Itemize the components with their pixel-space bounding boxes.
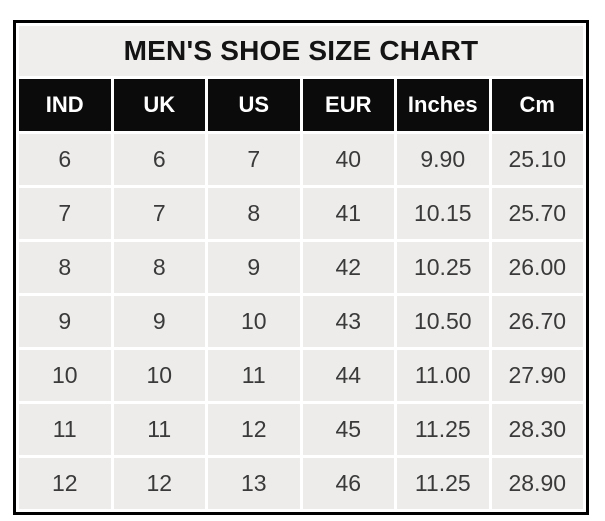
cell-cm: 25.70: [491, 188, 583, 239]
cell-ind: 8: [19, 242, 111, 293]
cell-us: 9: [208, 242, 300, 293]
cell-cm: 26.00: [491, 242, 583, 293]
cell-ind: 11: [19, 404, 111, 455]
chart-title: MEN'S SHOE SIZE CHART: [19, 26, 583, 76]
cell-us: 10: [208, 296, 300, 347]
column-header-ind: IND: [19, 79, 111, 131]
cell-ind: 12: [19, 458, 111, 509]
cell-uk: 10: [113, 350, 205, 401]
cell-eur: 43: [302, 296, 394, 347]
shoe-size-chart: MEN'S SHOE SIZE CHART IND UK US EUR Inch…: [13, 20, 589, 515]
cell-inches: 11.25: [397, 404, 489, 455]
cell-us: 11: [208, 350, 300, 401]
cell-us: 12: [208, 404, 300, 455]
cell-inches: 10.25: [397, 242, 489, 293]
cell-uk: 6: [113, 134, 205, 185]
cell-us: 13: [208, 458, 300, 509]
table-row: 12 12 13 46 11.25 28.90: [19, 458, 583, 509]
cell-uk: 11: [113, 404, 205, 455]
cell-inches: 11.25: [397, 458, 489, 509]
cell-us: 7: [208, 134, 300, 185]
cell-eur: 44: [302, 350, 394, 401]
cell-cm: 28.90: [491, 458, 583, 509]
cell-uk: 12: [113, 458, 205, 509]
cell-eur: 40: [302, 134, 394, 185]
column-header-cm: Cm: [491, 79, 583, 131]
cell-cm: 26.70: [491, 296, 583, 347]
cell-inches: 10.15: [397, 188, 489, 239]
table-row: 11 11 12 45 11.25 28.30: [19, 404, 583, 455]
cell-inches: 9.90: [397, 134, 489, 185]
table-row: 10 10 11 44 11.00 27.90: [19, 350, 583, 401]
cell-uk: 9: [113, 296, 205, 347]
cell-eur: 42: [302, 242, 394, 293]
cell-eur: 46: [302, 458, 394, 509]
cell-cm: 27.90: [491, 350, 583, 401]
cell-ind: 10: [19, 350, 111, 401]
column-header-row: IND UK US EUR Inches Cm: [19, 79, 583, 131]
table-body: 6 6 7 40 9.90 25.10 7 7 8 41 10.15 25.70…: [19, 134, 583, 509]
title-row: MEN'S SHOE SIZE CHART: [19, 26, 583, 76]
cell-inches: 10.50: [397, 296, 489, 347]
table-row: 6 6 7 40 9.90 25.10: [19, 134, 583, 185]
cell-cm: 28.30: [491, 404, 583, 455]
cell-eur: 45: [302, 404, 394, 455]
column-header-eur: EUR: [302, 79, 394, 131]
cell-ind: 7: [19, 188, 111, 239]
cell-ind: 9: [19, 296, 111, 347]
column-header-inches: Inches: [397, 79, 489, 131]
cell-inches: 11.00: [397, 350, 489, 401]
cell-uk: 7: [113, 188, 205, 239]
cell-uk: 8: [113, 242, 205, 293]
table-row: 7 7 8 41 10.15 25.70: [19, 188, 583, 239]
cell-ind: 6: [19, 134, 111, 185]
column-header-us: US: [208, 79, 300, 131]
cell-us: 8: [208, 188, 300, 239]
shoe-size-table: MEN'S SHOE SIZE CHART IND UK US EUR Inch…: [13, 20, 589, 515]
cell-eur: 41: [302, 188, 394, 239]
cell-cm: 25.10: [491, 134, 583, 185]
table-row: 8 8 9 42 10.25 26.00: [19, 242, 583, 293]
table-row: 9 9 10 43 10.50 26.70: [19, 296, 583, 347]
column-header-uk: UK: [113, 79, 205, 131]
